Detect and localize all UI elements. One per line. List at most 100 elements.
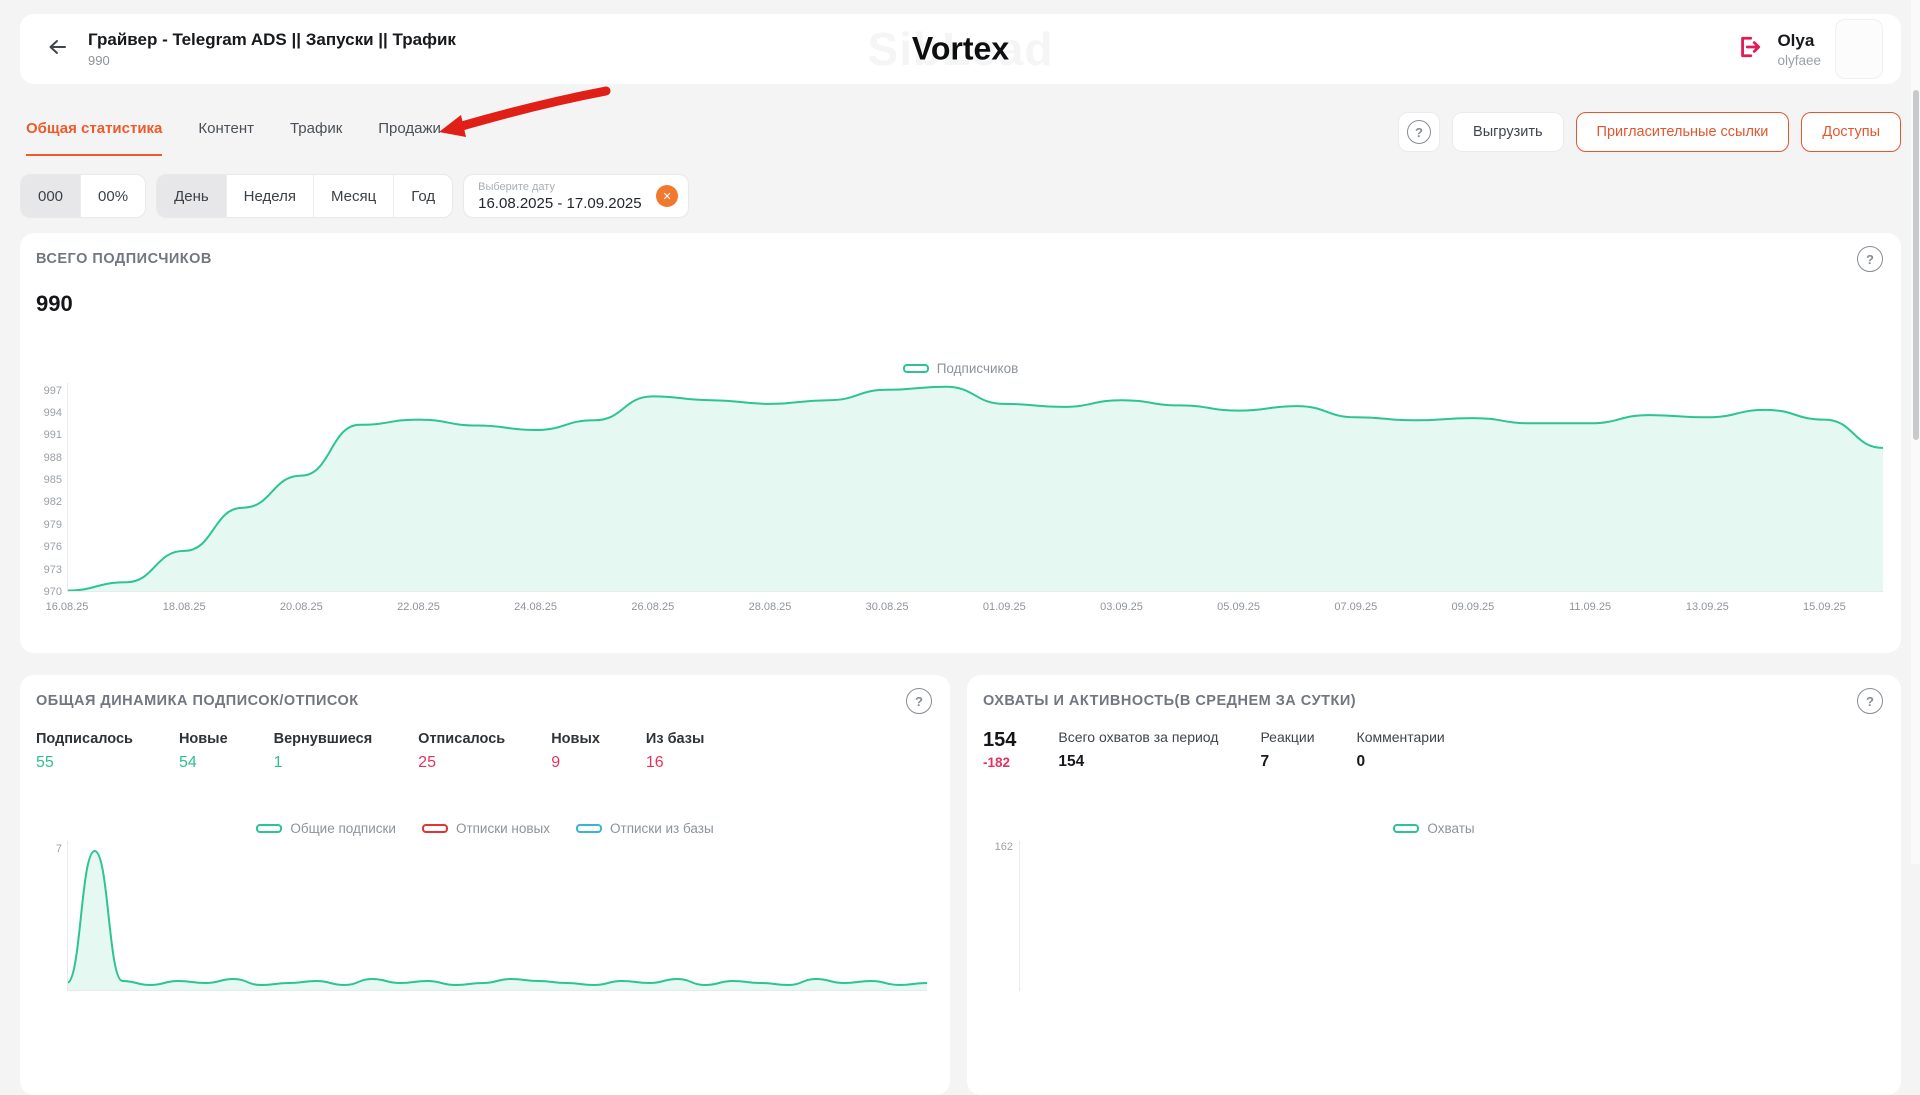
- x-tick: 05.09.25: [1217, 601, 1261, 613]
- period-week-button[interactable]: Неделя: [227, 175, 314, 217]
- y-tick: 985: [43, 474, 62, 486]
- y-tick: 982: [43, 496, 62, 509]
- dynamics-chart-ytick: 7: [55, 843, 62, 855]
- logout-icon[interactable]: [1735, 33, 1763, 66]
- scrollbar-thumb[interactable]: [1913, 90, 1919, 440]
- stat-from-base: Из базы 16: [645, 731, 705, 771]
- page-scrollbar: [1911, 0, 1920, 864]
- stat-subscribed: Подписалось 55: [36, 731, 133, 771]
- reach-chart-ytick: 162: [994, 841, 1013, 853]
- legend-item-unsub-base: Отписки из базы: [576, 821, 714, 836]
- legend-swatch-green: [1393, 824, 1420, 833]
- user-handle: olyfaee: [1777, 52, 1821, 68]
- arrow-left-icon: [46, 35, 70, 64]
- y-tick: 979: [43, 518, 62, 531]
- subscribers-chart: 997 994 991 988 985 982 979 976 973 970 16.08.25 1…: [36, 383, 1883, 638]
- question-icon: ?: [906, 688, 932, 714]
- date-clear-button[interactable]: ✕: [656, 185, 679, 207]
- x-tick: 20.08.25: [279, 601, 323, 613]
- count-percent-toggle: 000 00%: [20, 174, 147, 218]
- y-tick: 976: [43, 541, 62, 554]
- subscribers-help-button[interactable]: ?: [1857, 246, 1883, 272]
- annotation-arrow: [439, 86, 611, 137]
- reach-legend: Охваты: [967, 821, 1901, 836]
- x-tick: 07.09.25: [1334, 601, 1378, 613]
- period-year-button[interactable]: Год: [411, 187, 436, 205]
- stat-reach-main: 154 -182: [983, 729, 1017, 770]
- page-title: Грайвер - Telegram ADS || Запуски || Тра…: [88, 30, 456, 49]
- y-tick: 988: [43, 451, 62, 464]
- tab-content[interactable]: Контент: [198, 120, 254, 137]
- x-tick: 15.09.25: [1802, 601, 1846, 613]
- dynamics-card: ОБЩАЯ ДИНАМИКА ПОДПИСОК/ОТПИСОК ? Подпис…: [20, 675, 950, 1095]
- reach-card: ОХВАТЫ И АКТИВНОСТЬ(В СРЕДНЕМ ЗА СУТКИ) …: [967, 675, 1901, 1095]
- y-tick: 997: [43, 384, 62, 397]
- percent-mode-button[interactable]: 00%: [98, 187, 129, 205]
- date-range-value: 16.08.2025 - 17.09.2025: [478, 195, 642, 212]
- question-icon: ?: [1407, 120, 1432, 144]
- y-tick: 994: [43, 406, 62, 419]
- period-month-button[interactable]: Месяц: [314, 175, 395, 217]
- stat-reach-delta: -182: [983, 755, 1011, 770]
- period-toggle: День Неделя Месяц Год: [156, 174, 454, 218]
- y-tick: 970: [43, 586, 62, 598]
- x-tick: 18.08.25: [162, 601, 206, 613]
- legend-swatch-red: [421, 824, 448, 833]
- legend-item-total-subs: Общие подписки: [256, 821, 396, 836]
- user-name: Olya: [1777, 30, 1815, 50]
- question-icon: ?: [1857, 246, 1883, 272]
- y-tick: 973: [43, 563, 62, 576]
- stat-reactions: Реакции 7: [1260, 729, 1315, 770]
- count-mode-button[interactable]: 000: [21, 175, 82, 217]
- tab-sales[interactable]: Продажи: [378, 120, 441, 137]
- reach-help-button[interactable]: ?: [1857, 688, 1883, 714]
- x-tick: 13.09.25: [1685, 601, 1729, 613]
- legend-label: Подписчиков: [936, 361, 1019, 376]
- legend-swatch-cyan: [576, 824, 603, 833]
- subscribers-card-title: ВСЕГО ПОДПИСЧИКОВ: [36, 251, 212, 267]
- invite-links-button[interactable]: Пригласительные ссылки: [1575, 112, 1790, 152]
- period-day-button[interactable]: День: [157, 175, 227, 217]
- stat-unsubscribed-new: Новых 9: [551, 731, 600, 771]
- x-tick: 30.08.25: [865, 601, 909, 613]
- tab-bar: Общая статистика Контент Трафик Продажи: [26, 118, 441, 156]
- stat-comments: Комментарии 0: [1356, 729, 1445, 770]
- user-info: Olya olyfaee: [1777, 31, 1821, 68]
- dynamics-chart: 7: [36, 841, 934, 1021]
- access-button[interactable]: Доступы: [1801, 112, 1901, 152]
- help-button[interactable]: ?: [1398, 112, 1441, 152]
- x-tick: 03.09.25: [1100, 601, 1143, 613]
- subscribers-chart-yaxis: 997 994 991 988 985 982 979 976 973 970: [36, 383, 62, 599]
- dynamics-legend: Общие подписки Отписки новых Отписки из …: [20, 821, 950, 836]
- tab-traffic[interactable]: Трафик: [289, 120, 343, 137]
- date-range-field[interactable]: Выберите дату 16.08.2025 - 17.09.2025 ✕: [463, 174, 690, 218]
- avatar[interactable]: [1835, 19, 1883, 79]
- watermark-back-text: SibLead: [867, 23, 1054, 75]
- x-tick: 09.09.25: [1451, 601, 1495, 613]
- back-button[interactable]: [38, 29, 78, 69]
- y-tick: 991: [43, 429, 62, 442]
- legend-item-reach: Охваты: [1393, 821, 1475, 836]
- x-tick: 22.08.25: [397, 601, 440, 613]
- legend-swatch-green: [902, 364, 929, 373]
- page-subtitle: 990: [88, 53, 110, 68]
- legend-item-subscribers: Подписчиков: [902, 361, 1019, 376]
- x-tick: 24.08.25: [514, 601, 558, 613]
- legend-item-unsub-new: Отписки новых: [421, 821, 550, 836]
- date-range-placeholder: Выберите дату: [478, 181, 555, 193]
- dynamics-card-title: ОБЩАЯ ДИНАМИКА ПОДПИСОК/ОТПИСОК: [36, 693, 359, 709]
- dynamics-help-button[interactable]: ?: [906, 688, 932, 714]
- x-tick: 28.08.25: [748, 601, 792, 613]
- filters-row: 000 00% День Неделя Месяц Год Выберите д…: [20, 174, 690, 218]
- subscribers-chart-plot: [67, 383, 1883, 592]
- export-button[interactable]: Выгрузить: [1452, 112, 1564, 152]
- watermark-front-text: Vortex: [911, 30, 1010, 67]
- legend-swatch-green: [256, 824, 283, 833]
- stat-total-reach: Всего охватов за период 154: [1058, 729, 1219, 770]
- tab-general-stats[interactable]: Общая статистика: [26, 118, 163, 156]
- subscribers-total-value: 990: [36, 291, 73, 316]
- reach-stats: 154 -182 Всего охватов за период 154 Реа…: [983, 729, 1445, 771]
- toolbar: ? Выгрузить Пригласительные ссылки Досту…: [1398, 112, 1901, 152]
- stat-new: Новые 54: [178, 731, 228, 771]
- question-icon: ?: [1857, 688, 1883, 714]
